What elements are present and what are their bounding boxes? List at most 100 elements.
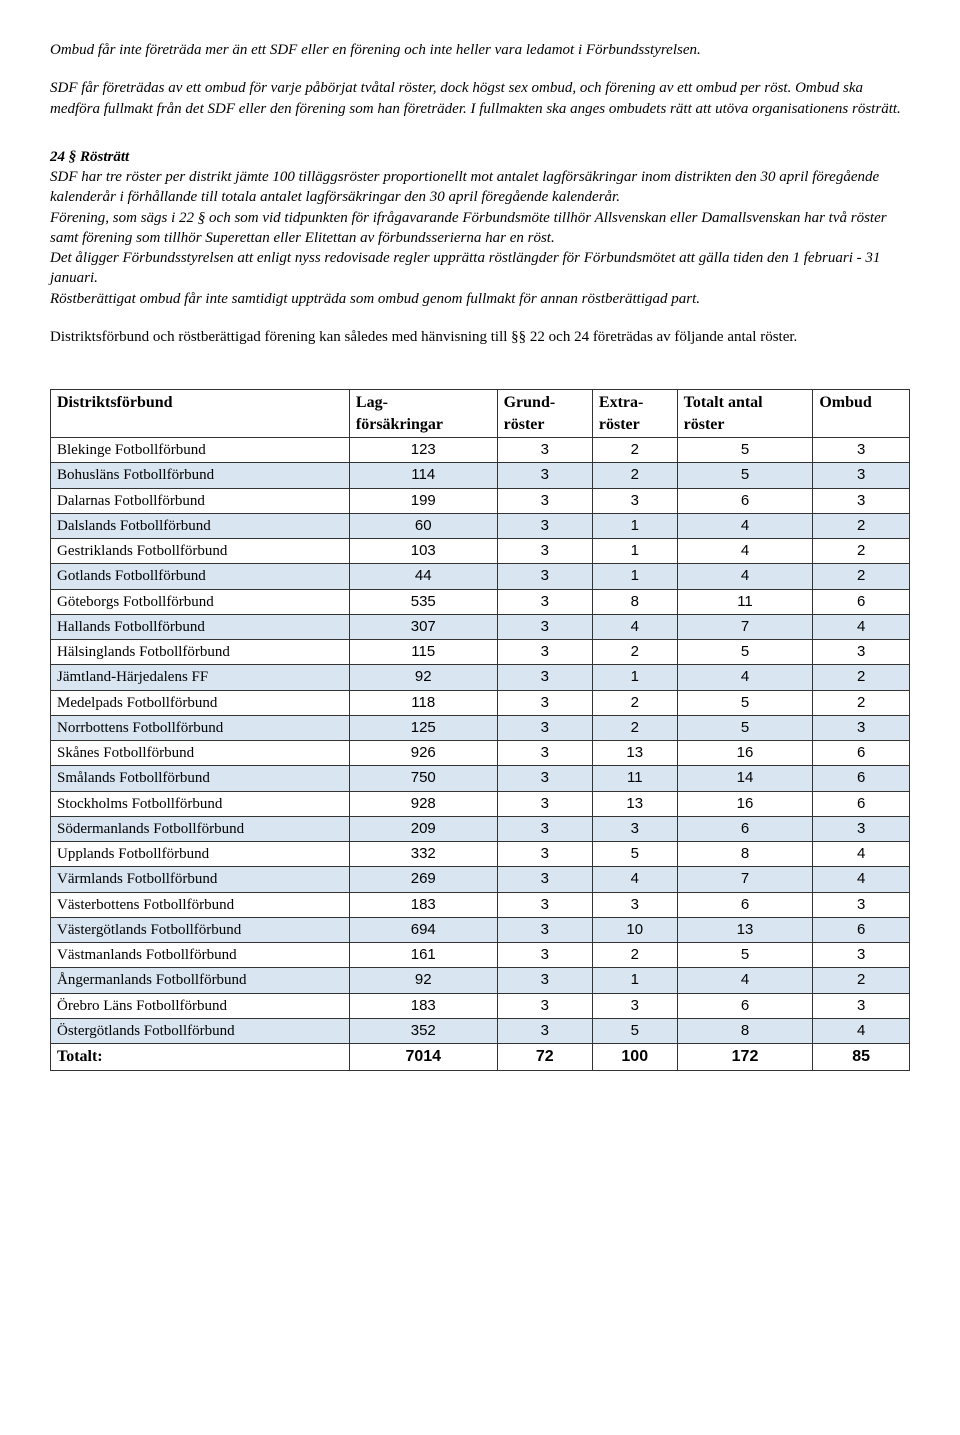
cell-tot: 5 xyxy=(677,640,813,665)
table-row: Jämtland-Härjedalens FF923142 xyxy=(51,665,910,690)
table-row: Västmanlands Fotbollförbund1613253 xyxy=(51,943,910,968)
cell-omb: 3 xyxy=(813,993,910,1018)
plain-summary-para: Distriktsförbund och röstberättigad före… xyxy=(50,327,910,347)
cell-name: Jämtland-Härjedalens FF xyxy=(51,665,350,690)
col-lag-a: Lag- xyxy=(356,394,388,411)
cell-tot: 5 xyxy=(677,715,813,740)
cell-tot: 5 xyxy=(677,943,813,968)
cell-omb: 2 xyxy=(813,564,910,589)
col-total: Totalt antal röster xyxy=(677,390,813,438)
cell-lag: 926 xyxy=(349,741,497,766)
cell-tot: 4 xyxy=(677,513,813,538)
cell-tot: 16 xyxy=(677,791,813,816)
table-row: Östergötlands Fotbollförbund3523584 xyxy=(51,1018,910,1043)
cell-tot: 8 xyxy=(677,842,813,867)
cell-omb: 2 xyxy=(813,968,910,993)
cell-omb: 2 xyxy=(813,690,910,715)
table-row: Hälsinglands Fotbollförbund1153253 xyxy=(51,640,910,665)
cell-name: Bohusläns Fotbollförbund xyxy=(51,463,350,488)
cell-total-omb: 85 xyxy=(813,1044,910,1071)
table-row: Norrbottens Fotbollförbund1253253 xyxy=(51,715,910,740)
cell-omb: 3 xyxy=(813,715,910,740)
cell-tot: 4 xyxy=(677,564,813,589)
section-24-a: SDF har tre röster per distrikt jämte 10… xyxy=(50,169,879,205)
cell-extra: 5 xyxy=(592,842,677,867)
cell-extra: 4 xyxy=(592,614,677,639)
cell-omb: 2 xyxy=(813,665,910,690)
cell-grund: 3 xyxy=(497,993,592,1018)
cell-omb: 6 xyxy=(813,741,910,766)
cell-extra: 1 xyxy=(592,513,677,538)
cell-name: Gotlands Fotbollförbund xyxy=(51,564,350,589)
cell-tot: 6 xyxy=(677,816,813,841)
cell-grund: 3 xyxy=(497,791,592,816)
cell-name: Värmlands Fotbollförbund xyxy=(51,867,350,892)
cell-name: Ångermanlands Fotbollförbund xyxy=(51,968,350,993)
cell-omb: 3 xyxy=(813,816,910,841)
cell-grund: 3 xyxy=(497,564,592,589)
cell-extra: 8 xyxy=(592,589,677,614)
cell-lag: 103 xyxy=(349,539,497,564)
table-row: Dalarnas Fotbollförbund1993363 xyxy=(51,488,910,513)
cell-tot: 6 xyxy=(677,892,813,917)
cell-grund: 3 xyxy=(497,943,592,968)
col-extra-a: Extra- xyxy=(599,394,643,411)
cell-lag: 199 xyxy=(349,488,497,513)
col-grund-a: Grund- xyxy=(504,394,556,411)
cell-name: Gestriklands Fotbollförbund xyxy=(51,539,350,564)
cell-grund: 3 xyxy=(497,513,592,538)
cell-grund: 3 xyxy=(497,892,592,917)
table-row: Västerbottens Fotbollförbund1833363 xyxy=(51,892,910,917)
cell-extra: 13 xyxy=(592,741,677,766)
cell-name: Norrbottens Fotbollförbund xyxy=(51,715,350,740)
votes-table: Distriktsförbund Lag- försäkringar Grund… xyxy=(50,389,910,1071)
cell-grund: 3 xyxy=(497,463,592,488)
cell-lag: 123 xyxy=(349,438,497,463)
section-24-title: 24 § Rösträtt xyxy=(50,149,129,165)
cell-name: Hälsinglands Fotbollförbund xyxy=(51,640,350,665)
table-row: Smålands Fotbollförbund750311146 xyxy=(51,766,910,791)
cell-lag: 44 xyxy=(349,564,497,589)
cell-grund: 3 xyxy=(497,488,592,513)
cell-name: Upplands Fotbollförbund xyxy=(51,842,350,867)
cell-omb: 3 xyxy=(813,943,910,968)
cell-extra: 3 xyxy=(592,993,677,1018)
col-lag-b: försäkringar xyxy=(356,416,443,433)
cell-extra: 4 xyxy=(592,867,677,892)
cell-tot: 7 xyxy=(677,867,813,892)
cell-lag: 183 xyxy=(349,993,497,1018)
cell-name: Dalslands Fotbollförbund xyxy=(51,513,350,538)
intro-para-2: SDF får företrädas av ett ombud för varj… xyxy=(50,78,910,119)
cell-name: Södermanlands Fotbollförbund xyxy=(51,816,350,841)
cell-grund: 3 xyxy=(497,867,592,892)
cell-omb: 3 xyxy=(813,640,910,665)
table-row: Västergötlands Fotbollförbund694310136 xyxy=(51,917,910,942)
cell-lag: 307 xyxy=(349,614,497,639)
col-distrikt: Distriktsförbund xyxy=(51,390,350,438)
cell-name: Smålands Fotbollförbund xyxy=(51,766,350,791)
cell-extra: 1 xyxy=(592,968,677,993)
cell-name: Blekinge Fotbollförbund xyxy=(51,438,350,463)
table-row: Värmlands Fotbollförbund2693474 xyxy=(51,867,910,892)
col-extra-b: röster xyxy=(599,416,640,433)
cell-extra: 10 xyxy=(592,917,677,942)
cell-omb: 6 xyxy=(813,791,910,816)
cell-tot: 5 xyxy=(677,690,813,715)
cell-extra: 1 xyxy=(592,665,677,690)
cell-extra: 1 xyxy=(592,564,677,589)
cell-grund: 3 xyxy=(497,1018,592,1043)
intro-para-1: Ombud får inte företräda mer än ett SDF … xyxy=(50,40,910,60)
cell-lag: 161 xyxy=(349,943,497,968)
col-total-b: röster xyxy=(684,416,725,433)
cell-total-tot: 172 xyxy=(677,1044,813,1071)
cell-lag: 118 xyxy=(349,690,497,715)
cell-omb: 4 xyxy=(813,614,910,639)
table-row: Medelpads Fotbollförbund1183252 xyxy=(51,690,910,715)
cell-lag: 750 xyxy=(349,766,497,791)
cell-total-lag: 7014 xyxy=(349,1044,497,1071)
cell-lag: 125 xyxy=(349,715,497,740)
cell-extra: 13 xyxy=(592,791,677,816)
cell-tot: 4 xyxy=(677,968,813,993)
cell-extra: 2 xyxy=(592,463,677,488)
cell-name: Västmanlands Fotbollförbund xyxy=(51,943,350,968)
